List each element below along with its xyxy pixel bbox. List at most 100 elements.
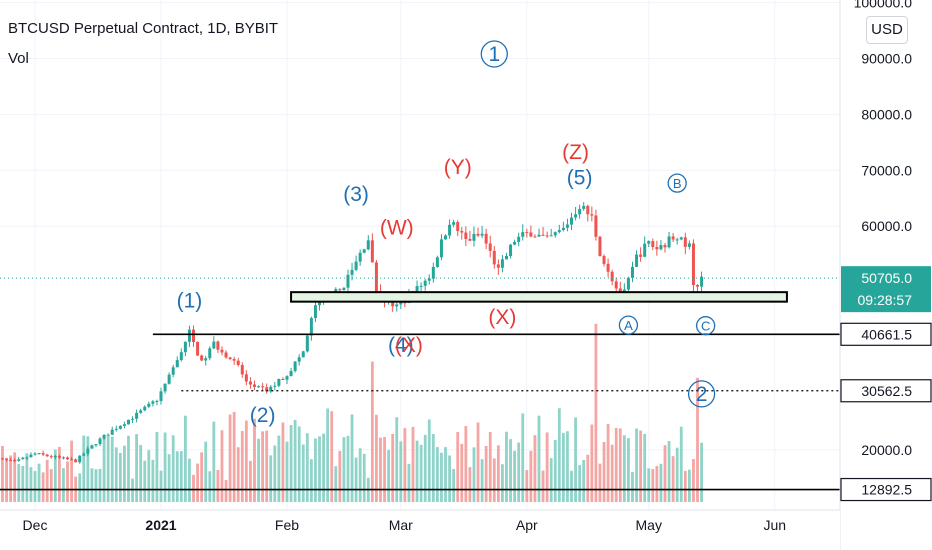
- volume-bar: [33, 471, 37, 502]
- currency-unit-button[interactable]: USD: [866, 16, 908, 44]
- volume-bar: [297, 426, 301, 502]
- candle-body: [135, 412, 139, 419]
- volume-bar: [114, 447, 118, 502]
- candle-body: [464, 232, 468, 239]
- volume-bar: [90, 468, 94, 502]
- wave-label: (Y): [444, 156, 472, 179]
- level-price-badge: [840, 379, 932, 403]
- volume-bar: [346, 435, 350, 502]
- volume-bar: [228, 414, 232, 502]
- volume-bar: [57, 446, 61, 502]
- volume-bar: [456, 431, 460, 502]
- time-tick-label: Dec: [23, 517, 48, 533]
- volume-bar: [444, 447, 447, 502]
- candle-body: [102, 434, 106, 439]
- candle-body: [374, 262, 378, 292]
- symbol-title[interactable]: BTCUSD Perpetual Contract, 1D, BYBIT: [8, 20, 279, 37]
- volume-bar: [492, 458, 496, 502]
- wave-label-circle: [480, 40, 508, 68]
- candle-body: [224, 352, 228, 358]
- candle-body: [452, 222, 456, 225]
- volume-bar: [293, 419, 297, 502]
- candle-body: [53, 456, 57, 458]
- candle-body: [691, 243, 695, 286]
- volume-bar: [403, 428, 407, 502]
- candle-body: [305, 335, 309, 352]
- candle-body: [663, 245, 667, 248]
- volume-bar: [98, 468, 102, 502]
- volume-bar: [521, 413, 525, 502]
- candle-body: [395, 304, 399, 307]
- candle-body: [13, 460, 17, 462]
- candle-body: [448, 224, 452, 236]
- candle-body: [151, 401, 155, 404]
- price-tick-label: 80000.0: [861, 106, 912, 122]
- candle-body: [86, 448, 90, 454]
- price-tick-label: 100000.0: [854, 0, 913, 11]
- volume-bar: [309, 459, 313, 502]
- volume-bar: [391, 433, 395, 502]
- candle-body: [509, 244, 513, 257]
- candle-body: [513, 241, 517, 245]
- volume-bar: [338, 450, 342, 502]
- volume-bar: [687, 469, 691, 502]
- time-tick-label: Jun: [763, 517, 786, 533]
- candle-body: [484, 233, 488, 244]
- volume-bar: [553, 439, 557, 502]
- volume-bar: [529, 450, 533, 502]
- volume-bar: [533, 435, 537, 502]
- candle-body: [171, 367, 175, 375]
- bar-countdown-label: 09:28:57: [858, 292, 913, 308]
- candle-body: [212, 341, 216, 349]
- candle-body: [541, 234, 545, 236]
- level-price-badge: [840, 477, 932, 502]
- candle-body: [342, 287, 346, 291]
- volume-bar: [1, 445, 4, 502]
- volume-bar: [236, 447, 240, 502]
- volume-bar: [464, 426, 468, 502]
- candle-body: [565, 224, 569, 228]
- candle-body: [78, 455, 82, 463]
- volume-bar: [78, 473, 82, 502]
- candle-body: [362, 249, 366, 253]
- candle-body: [456, 222, 460, 232]
- candle-body: [606, 263, 610, 272]
- volume-indicator-label[interactable]: Vol: [8, 50, 29, 67]
- support-zone-rect[interactable]: [290, 291, 788, 303]
- volume-bar: [683, 470, 687, 502]
- candle-body: [66, 457, 70, 460]
- candle-body: [647, 241, 651, 244]
- candle-body: [208, 348, 212, 359]
- candle-body: [346, 274, 350, 288]
- candle-body: [289, 370, 293, 377]
- volume-bar: [419, 444, 423, 502]
- time-tick-label: Apr: [516, 517, 538, 533]
- level-price-label: 30562.5: [861, 383, 912, 399]
- volume-bar: [200, 452, 204, 502]
- volume-bar: [232, 411, 236, 502]
- volume-bar: [501, 464, 504, 502]
- volume-bar: [407, 463, 411, 502]
- time-scale[interactable]: [0, 510, 840, 550]
- volume-bar: [370, 361, 374, 502]
- volume-bar: [334, 466, 338, 502]
- price-tick-label: 70000.0: [861, 162, 912, 178]
- chart-legend: BTCUSD Perpetual Contract, 1D, BYBIT Vol: [8, 20, 278, 67]
- volume-bar: [643, 433, 647, 502]
- candle-body: [521, 232, 525, 237]
- volume-bar: [301, 444, 305, 502]
- wave-label: (Z): [562, 141, 589, 164]
- wave-label: (3): [343, 183, 369, 206]
- volume-bar: [102, 436, 106, 502]
- candle-body: [488, 243, 492, 251]
- candle-body: [622, 289, 626, 292]
- candle-body: [460, 231, 464, 233]
- level-price-label: 40661.5: [861, 326, 912, 342]
- volume-bar: [435, 447, 439, 502]
- candle-body: [41, 453, 45, 455]
- candle-body: [179, 352, 183, 361]
- candle-body: [594, 215, 598, 237]
- volume-bar: [322, 433, 325, 502]
- candle-body: [114, 428, 118, 430]
